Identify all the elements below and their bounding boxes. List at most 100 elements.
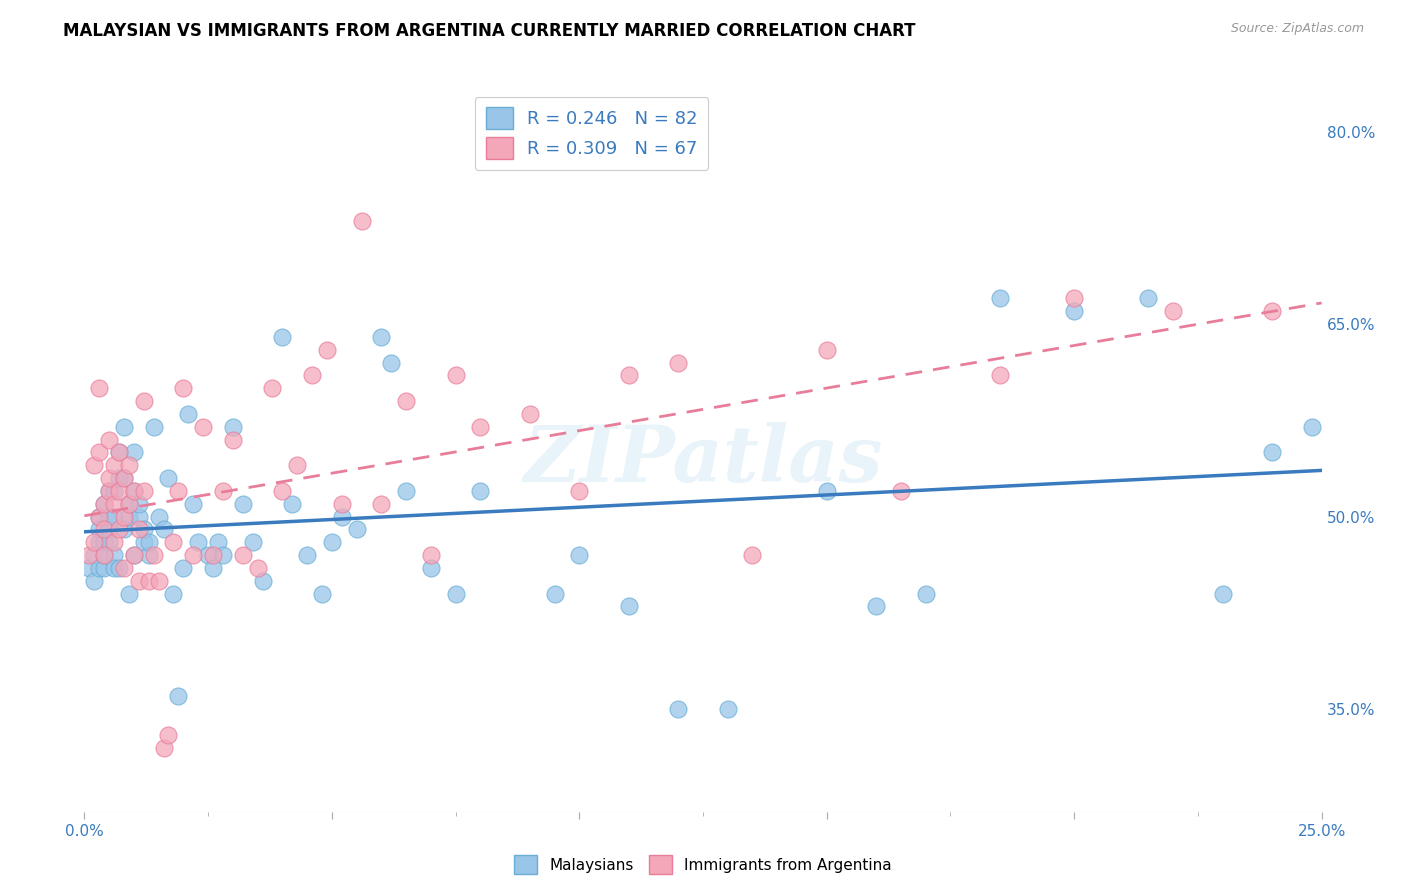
Point — [98, 509, 121, 524]
Point — [112, 523, 135, 537]
Point — [83, 548, 105, 562]
Point — [98, 535, 121, 549]
Point — [181, 548, 204, 562]
Point — [93, 548, 115, 562]
Point — [122, 445, 145, 459]
Point — [122, 483, 145, 498]
Point — [202, 561, 225, 575]
Point — [301, 368, 323, 383]
Point — [103, 561, 125, 575]
Point — [79, 561, 101, 575]
Point — [330, 509, 353, 524]
Point — [419, 561, 441, 575]
Point — [177, 407, 200, 421]
Point — [108, 483, 131, 498]
Point — [93, 561, 115, 575]
Point — [162, 586, 184, 600]
Point — [108, 523, 131, 537]
Point — [112, 509, 135, 524]
Point — [148, 574, 170, 588]
Point — [89, 535, 111, 549]
Point — [321, 535, 343, 549]
Point — [167, 483, 190, 498]
Point — [93, 497, 115, 511]
Point — [470, 483, 492, 498]
Point — [79, 548, 101, 562]
Point — [330, 497, 353, 511]
Point — [242, 535, 264, 549]
Point — [118, 497, 141, 511]
Point — [103, 497, 125, 511]
Point — [103, 509, 125, 524]
Point — [1137, 292, 1160, 306]
Point — [172, 561, 194, 575]
Point — [98, 483, 121, 498]
Point — [444, 368, 467, 383]
Point — [1261, 304, 1284, 318]
Point — [281, 497, 304, 511]
Point — [118, 509, 141, 524]
Point — [89, 509, 111, 524]
Point — [103, 458, 125, 473]
Point — [519, 407, 541, 421]
Point — [395, 483, 418, 498]
Point — [617, 368, 640, 383]
Point — [128, 497, 150, 511]
Point — [197, 548, 219, 562]
Text: ZIPatlas: ZIPatlas — [523, 423, 883, 499]
Point — [191, 419, 214, 434]
Point — [89, 445, 111, 459]
Point — [138, 574, 160, 588]
Point — [98, 483, 121, 498]
Point — [103, 483, 125, 498]
Point — [717, 702, 740, 716]
Point — [152, 740, 174, 755]
Point — [89, 523, 111, 537]
Point — [315, 343, 337, 357]
Point — [167, 690, 190, 704]
Point — [370, 330, 392, 344]
Point — [118, 586, 141, 600]
Point — [112, 471, 135, 485]
Point — [207, 535, 229, 549]
Point — [172, 381, 194, 395]
Point — [142, 419, 165, 434]
Point — [83, 535, 105, 549]
Point — [370, 497, 392, 511]
Point — [222, 433, 245, 447]
Point — [93, 535, 115, 549]
Point — [132, 394, 155, 409]
Point — [444, 586, 467, 600]
Point — [741, 548, 763, 562]
Point — [252, 574, 274, 588]
Point — [815, 343, 838, 357]
Point — [890, 483, 912, 498]
Point — [617, 599, 640, 614]
Text: Source: ZipAtlas.com: Source: ZipAtlas.com — [1230, 22, 1364, 36]
Point — [132, 535, 155, 549]
Point — [89, 561, 111, 575]
Point — [128, 523, 150, 537]
Point — [108, 471, 131, 485]
Point — [232, 497, 254, 511]
Point — [346, 523, 368, 537]
Point — [112, 471, 135, 485]
Point — [98, 433, 121, 447]
Point — [122, 548, 145, 562]
Point — [222, 419, 245, 434]
Point — [93, 497, 115, 511]
Point — [212, 483, 235, 498]
Point — [295, 548, 318, 562]
Point — [311, 586, 333, 600]
Point — [108, 561, 131, 575]
Point — [138, 548, 160, 562]
Point — [118, 458, 141, 473]
Point — [246, 561, 269, 575]
Point — [93, 548, 115, 562]
Point — [112, 419, 135, 434]
Point — [202, 548, 225, 562]
Point — [395, 394, 418, 409]
Point — [350, 214, 373, 228]
Point — [132, 483, 155, 498]
Point — [112, 561, 135, 575]
